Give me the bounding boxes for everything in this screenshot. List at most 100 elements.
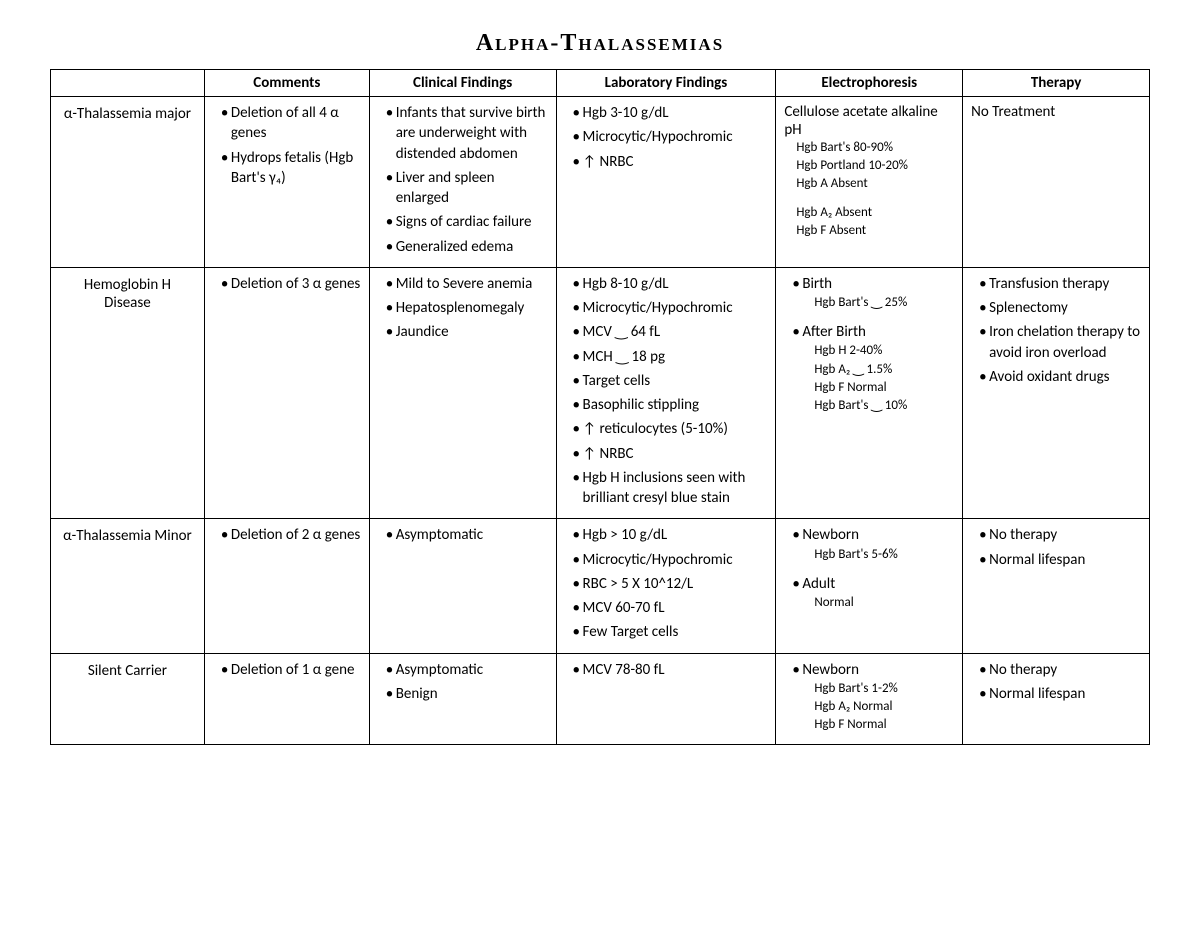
cell-electro: Newborn Hgb Bart's 5-6% Adult Normal <box>776 519 963 653</box>
list-item: Deletion of 1 α gene <box>221 660 361 680</box>
up-arrow-icon <box>583 445 600 463</box>
list-item: No therapy <box>979 525 1141 545</box>
list-item: Hgb H inclusions seen with brilliant cre… <box>573 468 768 509</box>
list-item: Transfusion therapy <box>979 274 1141 294</box>
cell-lab: Hgb > 10 g/dL Microcytic/Hypochromic RBC… <box>556 519 776 653</box>
electro-sub: Hgb A Absent <box>784 175 954 193</box>
list-item: Mild to Severe anemia <box>386 274 548 294</box>
table-header-row: Comments Clinical Findings Laboratory Fi… <box>51 70 1150 97</box>
cell-comments: Deletion of 1 α gene <box>204 653 369 745</box>
page-title: Alpha-Thalassemias <box>50 30 1150 57</box>
up-arrow-icon <box>583 420 600 438</box>
list-item: MCV ‿ 64 fL <box>573 322 768 342</box>
cell-therapy: Transfusion therapy Splenectomy Iron che… <box>963 267 1150 519</box>
table-row: Silent Carrier Deletion of 1 α gene Asym… <box>51 653 1150 745</box>
up-arrow-icon <box>583 153 600 171</box>
cell-lab: Hgb 3-10 g/dL Microcytic/Hypochromic NRB… <box>556 97 776 268</box>
list-item: Hgb > 10 g/dL <box>573 525 768 545</box>
list-item: RBC > 5 X 10^12/L <box>573 574 768 594</box>
electro-sub: Hgb Bart's 1-2% <box>802 680 954 698</box>
electro-sub: Normal <box>802 594 954 612</box>
cell-therapy: No Treatment <box>963 97 1150 268</box>
col-lab: Laboratory Findings <box>556 70 776 97</box>
cell-therapy: No therapy Normal lifespan <box>963 519 1150 653</box>
table-row: α-Thalassemia Minor Deletion of 2 α gene… <box>51 519 1150 653</box>
col-comments: Comments <box>204 70 369 97</box>
electro-sub: Hgb A₂ Absent <box>784 204 954 222</box>
list-item: Signs of cardiac failure <box>386 212 548 232</box>
electro-sub: Hgb F Absent <box>784 222 954 240</box>
cell-lab: MCV 78-80 fL <box>556 653 776 745</box>
electro-sub: Hgb Bart's ‿ 10% <box>802 397 954 415</box>
cell-electro: Newborn Hgb Bart's 1-2% Hgb A₂ Normal Hg… <box>776 653 963 745</box>
electro-sub: Hgb F Normal <box>802 379 954 397</box>
list-item: reticulocytes (5-10%) <box>573 419 768 439</box>
cell-comments: Deletion of all 4 α genes Hydrops fetali… <box>204 97 369 268</box>
list-item: Asymptomatic <box>386 660 548 680</box>
electro-sub: Hgb Bart's 5-6% <box>802 546 954 564</box>
electro-sub: Hgb Bart's 80-90% <box>784 139 954 157</box>
list-item: MCV 78-80 fL <box>573 660 768 680</box>
electro-group: Newborn Hgb Bart's 5-6% <box>792 525 954 563</box>
list-item: NRBC <box>573 152 768 172</box>
electro-group: After Birth Hgb H 2-40% Hgb A₂ ‿ 1.5% Hg… <box>792 322 954 415</box>
col-electro: Electrophoresis <box>776 70 963 97</box>
table-row: Hemoglobin H Disease Deletion of 3 α gen… <box>51 267 1150 519</box>
list-item: Microcytic/Hypochromic <box>573 127 768 147</box>
cell-clinical: Asymptomatic <box>369 519 556 653</box>
list-item: Few Target cells <box>573 622 768 642</box>
electro-group: Birth Hgb Bart's ‿ 25% <box>792 274 954 312</box>
list-item: Hydrops fetalis (Hgb Bart's γ₄) <box>221 148 361 189</box>
cell-electro: Birth Hgb Bart's ‿ 25% After Birth Hgb H… <box>776 267 963 519</box>
cell-clinical: Infants that survive birth are underweig… <box>369 97 556 268</box>
row-name: Hemoglobin H Disease <box>51 267 205 519</box>
table-row: α-Thalassemia major Deletion of all 4 α … <box>51 97 1150 268</box>
electro-sub: Hgb Portland 10-20% <box>784 157 954 175</box>
list-item: Avoid oxidant drugs <box>979 367 1141 387</box>
row-name: α-Thalassemia Minor <box>51 519 205 653</box>
list-item: Jaundice <box>386 322 548 342</box>
list-item: Liver and spleen enlarged <box>386 168 548 209</box>
electro-heading: Cellulose acetate alkaline pH <box>784 103 954 139</box>
list-item: Target cells <box>573 371 768 391</box>
list-item: NRBC <box>573 444 768 464</box>
list-item: Hgb 8-10 g/dL <box>573 274 768 294</box>
electro-sub: Hgb A₂ Normal <box>802 698 954 716</box>
col-name <box>51 70 205 97</box>
electro-group: Adult Normal <box>792 574 954 612</box>
list-item: Infants that survive birth are underweig… <box>386 103 548 164</box>
list-item: Microcytic/Hypochromic <box>573 550 768 570</box>
list-item: Normal lifespan <box>979 684 1141 704</box>
list-item: Benign <box>386 684 548 704</box>
electro-sub: Hgb F Normal <box>802 716 954 734</box>
electro-sub: Hgb Bart's ‿ 25% <box>802 294 954 312</box>
list-item: Microcytic/Hypochromic <box>573 298 768 318</box>
cell-comments: Deletion of 3 α genes <box>204 267 369 519</box>
electro-group: Newborn Hgb Bart's 1-2% Hgb A₂ Normal Hg… <box>792 660 954 735</box>
list-item: Normal lifespan <box>979 550 1141 570</box>
list-item: Asymptomatic <box>386 525 548 545</box>
cell-electro: Cellulose acetate alkaline pH Hgb Bart's… <box>776 97 963 268</box>
thalassemia-table: Comments Clinical Findings Laboratory Fi… <box>50 69 1150 745</box>
list-item: Generalized edema <box>386 237 548 257</box>
list-item: Hgb 3-10 g/dL <box>573 103 768 123</box>
row-name: α-Thalassemia major <box>51 97 205 268</box>
list-item: Splenectomy <box>979 298 1141 318</box>
list-item: MCV 60-70 fL <box>573 598 768 618</box>
cell-clinical: Asymptomatic Benign <box>369 653 556 745</box>
row-name: Silent Carrier <box>51 653 205 745</box>
cell-therapy: No therapy Normal lifespan <box>963 653 1150 745</box>
cell-lab: Hgb 8-10 g/dL Microcytic/Hypochromic MCV… <box>556 267 776 519</box>
col-clinical: Clinical Findings <box>369 70 556 97</box>
list-item: Deletion of 3 α genes <box>221 274 361 294</box>
list-item: Hepatosplenomegaly <box>386 298 548 318</box>
list-item: Iron chelation therapy to avoid iron ove… <box>979 322 1141 363</box>
list-item: MCH ‿ 18 pg <box>573 347 768 367</box>
list-item: Basophilic stippling <box>573 395 768 415</box>
cell-clinical: Mild to Severe anemia Hepatosplenomegaly… <box>369 267 556 519</box>
list-item: Deletion of 2 α genes <box>221 525 361 545</box>
list-item: No therapy <box>979 660 1141 680</box>
electro-sub: Hgb A₂ ‿ 1.5% <box>802 361 954 379</box>
list-item: Deletion of all 4 α genes <box>221 103 361 144</box>
col-therapy: Therapy <box>963 70 1150 97</box>
